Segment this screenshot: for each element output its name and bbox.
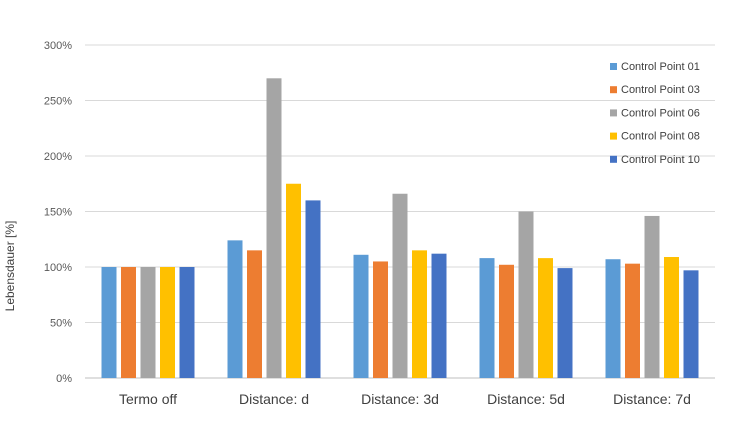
bar [518, 211, 534, 378]
y-axis-label: Lebensdauer [%] [3, 221, 17, 312]
bar [247, 250, 262, 378]
bar [353, 254, 369, 378]
x-axis-categories: Termo off Distance: d Distance: 3d Distance… [119, 391, 691, 407]
bar [557, 268, 573, 378]
bar [664, 257, 679, 378]
bar [286, 183, 301, 378]
bar [479, 258, 495, 378]
x-category-label: Distance: 7d [613, 391, 691, 407]
bar [625, 263, 640, 378]
legend-label: Control Point 06 [621, 107, 700, 119]
x-category-label: Distance: 3d [361, 391, 439, 407]
y-tick-label: 50% [50, 318, 72, 330]
bar [373, 261, 388, 378]
bar [101, 267, 117, 378]
bar [644, 215, 660, 378]
y-tick-label: 300% [44, 40, 72, 52]
x-category-label: Distance: 5d [487, 391, 565, 407]
legend-swatch [610, 155, 617, 163]
legend-swatch [610, 63, 617, 70]
y-tick-label: 150% [44, 207, 72, 219]
y-tick-label: 250% [44, 96, 72, 108]
y-tick-label: 200% [44, 151, 72, 163]
y-axis-ticks: 0% 50% 100% 150% 200% 250% 300% [44, 40, 72, 385]
bar [392, 193, 408, 378]
x-category-label: Distance: d [239, 391, 309, 407]
bar [179, 267, 195, 378]
legend-swatch [610, 86, 617, 94]
bar [266, 78, 282, 379]
legend-label: Control Point 01 [621, 61, 700, 73]
legend-label: Control Point 03 [621, 84, 700, 96]
legend-label: Control Point 10 [621, 154, 700, 166]
legend-swatch [610, 132, 617, 140]
legend: Control Point 01 Control Point 03 Control … [610, 61, 700, 166]
bar [305, 200, 321, 378]
bar [140, 267, 156, 378]
bar [431, 253, 447, 378]
legend-label: Control Point 08 [621, 131, 700, 143]
legend-swatch [610, 109, 617, 117]
y-tick-label: 0% [56, 373, 72, 385]
bar [121, 267, 136, 378]
bar [499, 264, 514, 378]
bar [412, 250, 427, 378]
bar [160, 267, 175, 378]
bar [605, 259, 621, 378]
x-category-label: Termo off [119, 391, 177, 407]
bar [538, 258, 553, 378]
y-tick-label: 100% [44, 262, 72, 274]
bars [101, 78, 699, 379]
bar [683, 270, 699, 378]
bar [227, 240, 243, 378]
